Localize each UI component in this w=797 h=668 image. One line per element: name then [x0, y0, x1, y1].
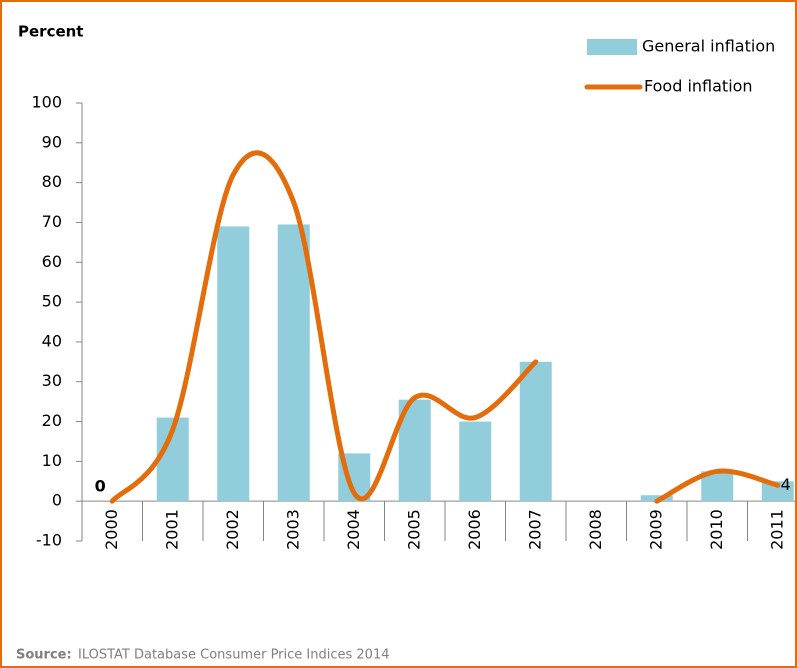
legend-label: Food inflation — [644, 77, 753, 96]
x-tick-label: 2009 — [646, 509, 665, 550]
bar — [761, 481, 794, 502]
x-tick-label: 2002 — [223, 509, 242, 550]
x-tick-label: 2008 — [586, 509, 605, 550]
x-tick-label: 2005 — [404, 509, 423, 550]
data-label: 4 — [781, 475, 791, 494]
x-tick-label: 2004 — [344, 509, 363, 550]
y-tick-label: 100 — [31, 93, 62, 112]
y-tick-label: 80 — [42, 172, 62, 191]
x-tick-label: 2007 — [525, 509, 544, 550]
bar — [277, 224, 310, 502]
x-tick-label: 2011 — [767, 509, 786, 550]
bar — [217, 226, 250, 502]
x-tick-label: 2001 — [162, 509, 181, 550]
x-tick-label: 2006 — [465, 509, 484, 550]
y-tick-label: 50 — [42, 292, 62, 311]
y-tick-label: 70 — [42, 212, 62, 231]
x-tick-label: 2010 — [707, 509, 726, 550]
x-tick-label: 2003 — [283, 509, 302, 550]
y-tick-label: 90 — [42, 132, 62, 151]
line — [654, 468, 781, 504]
y-tick-label: 30 — [42, 371, 62, 390]
bar — [640, 495, 673, 502]
legend-label: General inflation — [642, 37, 775, 56]
line — [109, 150, 539, 504]
y-tick-label: -10 — [36, 531, 62, 550]
x-tick-label: 2000 — [102, 509, 121, 550]
legend-swatch — [587, 39, 637, 55]
y-tick-label: 60 — [42, 252, 62, 271]
bar — [519, 361, 552, 502]
y-tick-label: 0 — [52, 491, 62, 510]
source: ILOSTAT Database Consumer Price Indices … — [78, 648, 390, 663]
y-tick-label: 10 — [42, 451, 62, 470]
y-tick-label: 40 — [42, 331, 62, 350]
source-label: Source: — [16, 648, 72, 663]
y-tick-label: 20 — [42, 411, 62, 430]
data-label: 0 — [95, 477, 106, 496]
y-title: Percent — [18, 23, 83, 41]
bar — [459, 421, 492, 502]
